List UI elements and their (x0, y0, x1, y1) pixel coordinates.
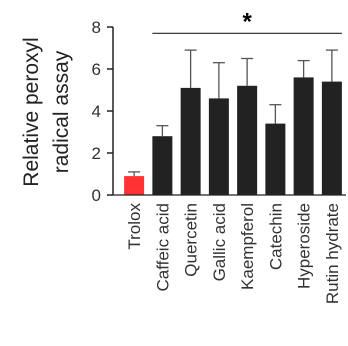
y-axis-title-line-1: Relative peroxyl (20, 37, 43, 186)
bar (124, 176, 145, 195)
significance-annotation: * (152, 8, 342, 35)
x-tick-label: Caffeic acid (153, 203, 172, 292)
significance-label: * (242, 8, 252, 35)
bars (124, 49, 342, 195)
y-tick-label: 4 (92, 102, 101, 121)
x-tick-label: Gallic acid (210, 203, 229, 281)
y-tick-label: 8 (92, 18, 101, 37)
x-tick-label: Rutin hydrate (323, 203, 342, 304)
bar (293, 77, 314, 195)
y-tick-label: 2 (92, 144, 101, 163)
bar (237, 85, 258, 195)
y-tick-label: 0 (92, 186, 101, 205)
bar (265, 123, 286, 195)
bar (152, 136, 173, 195)
bar (321, 81, 342, 195)
y-axis-title-line-2: radical assay (50, 50, 73, 173)
x-tick-label: Hyperoside (295, 203, 314, 289)
x-tick-label: Quercetin (182, 203, 201, 277)
bar (180, 87, 201, 195)
y-tick-label: 6 (92, 60, 101, 79)
x-tick-label: Kaempferol (238, 203, 257, 290)
y-axis: 0 2 4 6 8 (92, 18, 114, 205)
x-tick-label: Trolox (125, 203, 144, 250)
x-tick-label: Catechin (266, 203, 285, 270)
y-axis-title: Relative peroxyl radical assay (20, 37, 73, 186)
bar (208, 98, 229, 195)
x-axis: Trolox Caffeic acid Quercetin Gallic acid Ka… (113, 194, 346, 304)
